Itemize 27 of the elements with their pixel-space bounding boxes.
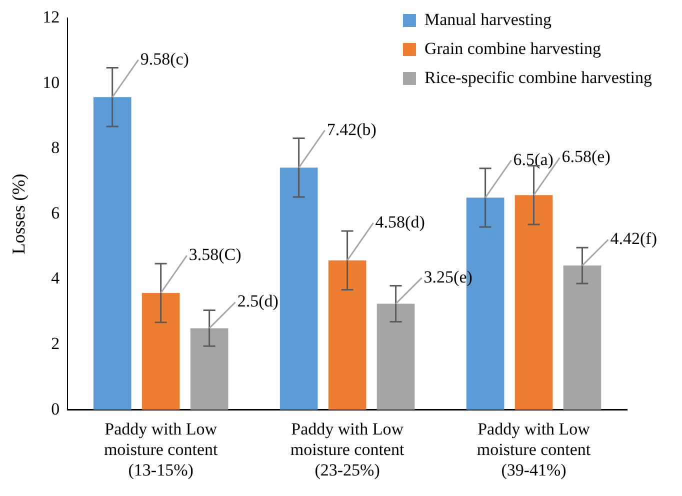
data-label: 7.42(b) [326,120,376,139]
y-tick-label: 12 [42,8,60,27]
y-tick-label: 4 [51,268,60,288]
bar [142,292,180,410]
y-axis-title: Losses (%) [8,174,29,254]
y-tick-label: 10 [42,72,60,92]
data-label: 6.58(e) [562,147,610,166]
y-tick-label: 8 [51,138,60,158]
y-tick-label: 0 [51,399,60,418]
data-label: 3.58(C) [188,245,242,264]
data-label: 2.5(d) [237,292,278,311]
x-tick-label: Paddy with Low moisture content (23-25%) [290,419,404,480]
x-tick-label: Paddy with Low moisture content (13-15%) [104,419,218,480]
y-tick-label: 2 [51,334,60,353]
x-tick-label: Paddy with Low moisture content (39-41%) [476,419,591,480]
y-tick-label: 6 [51,203,60,222]
legend-label: Grain combine harvesting [424,38,602,58]
legend-label: Rice-specific combine harvesting [424,68,652,87]
legend-label: Manual harvesting [424,10,552,29]
bar [93,97,132,410]
bar [328,260,366,410]
data-label: 9.58(c) [140,49,189,68]
bar [514,195,553,410]
data-label: 6.5(a) [513,150,554,169]
data-label: 4.58(d) [375,212,425,232]
data-label: 4.42(f) [610,229,657,248]
bar [280,168,318,410]
